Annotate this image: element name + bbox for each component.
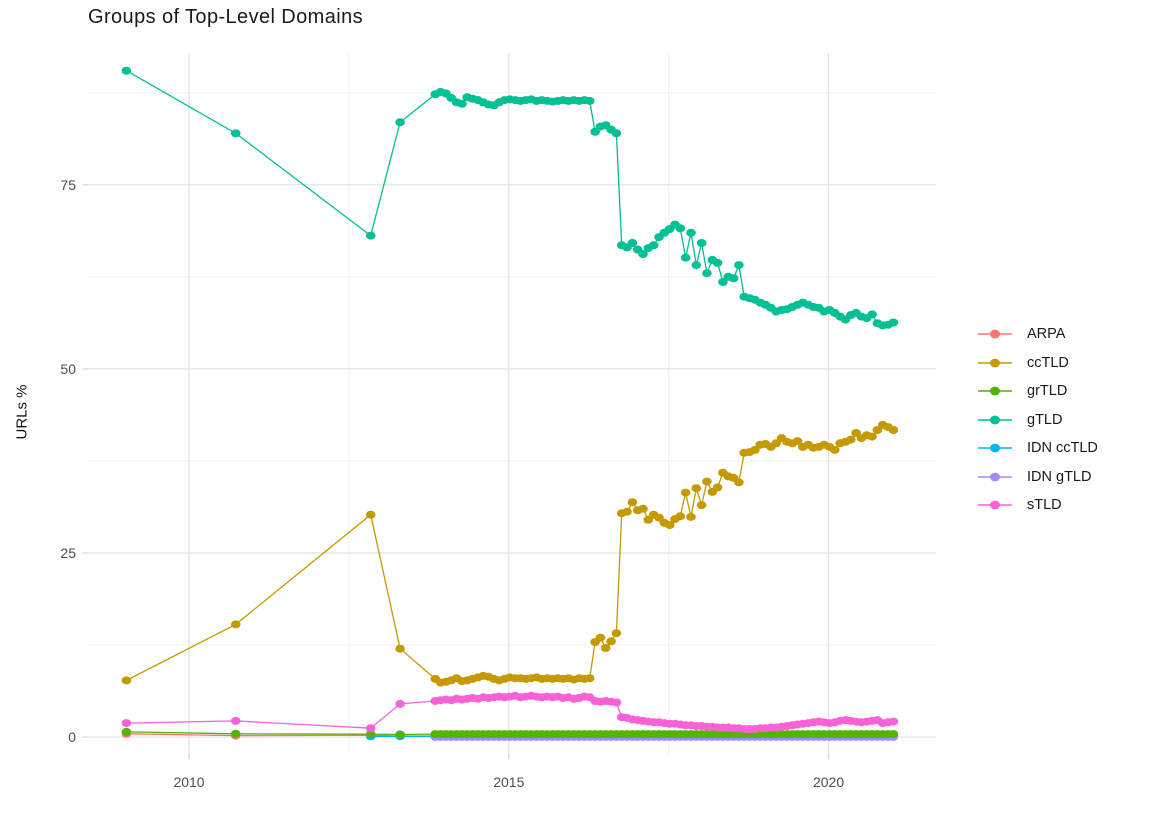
legend-key-icon <box>978 415 1012 425</box>
y-axis-labels: 0 25 50 75 <box>60 177 76 745</box>
legend-label: IDN ccTLD <box>1027 440 1098 457</box>
legend-item-IDN-gTLD: IDN gTLD <box>978 463 1098 492</box>
legend-label: grTLD <box>1027 383 1068 400</box>
x-axis-labels: 2010 2015 2020 <box>173 774 844 790</box>
legend: ARPA ccTLD grTLD gTLD IDN ccTLD IDN gTLD sTLD <box>978 320 1098 520</box>
legend-label: ARPA <box>1027 326 1066 343</box>
grid-minor <box>88 53 936 754</box>
chart-title: Groups of Top-Level Domains <box>88 6 364 28</box>
legend-label: gTLD <box>1027 411 1063 428</box>
legend-label: IDN gTLD <box>1027 468 1092 485</box>
legend-key-icon <box>978 358 1012 368</box>
x-tick-label: 2010 <box>173 774 204 790</box>
legend-key-icon <box>978 443 1012 453</box>
legend-item-ARPA: ARPA <box>978 320 1098 349</box>
x-tick-label: 2020 <box>813 774 844 790</box>
legend-item-ccTLD: ccTLD <box>978 349 1098 378</box>
legend-item-sTLD: sTLD <box>978 491 1098 520</box>
legend-key-icon <box>978 386 1012 396</box>
series-grTLD <box>121 727 899 739</box>
legend-key-icon <box>978 329 1012 339</box>
axis-ticks <box>82 184 830 760</box>
legend-item-gTLD: gTLD <box>978 406 1098 435</box>
series-gTLD <box>121 66 899 330</box>
legend-item-IDN-ccTLD: IDN ccTLD <box>978 434 1098 463</box>
legend-label: ccTLD <box>1027 354 1069 371</box>
legend-key-icon <box>978 500 1012 510</box>
y-tick-label: 25 <box>60 545 76 561</box>
legend-key-icon <box>978 472 1012 482</box>
y-tick-label: 0 <box>68 729 76 745</box>
y-tick-label: 50 <box>60 361 76 377</box>
series-ccTLD <box>121 420 899 687</box>
series-sTLD <box>121 691 899 733</box>
legend-item-grTLD: grTLD <box>978 377 1098 406</box>
y-tick-label: 75 <box>60 177 76 193</box>
legend-label: sTLD <box>1027 497 1062 514</box>
x-tick-label: 2015 <box>493 774 524 790</box>
grid-major <box>88 53 936 754</box>
